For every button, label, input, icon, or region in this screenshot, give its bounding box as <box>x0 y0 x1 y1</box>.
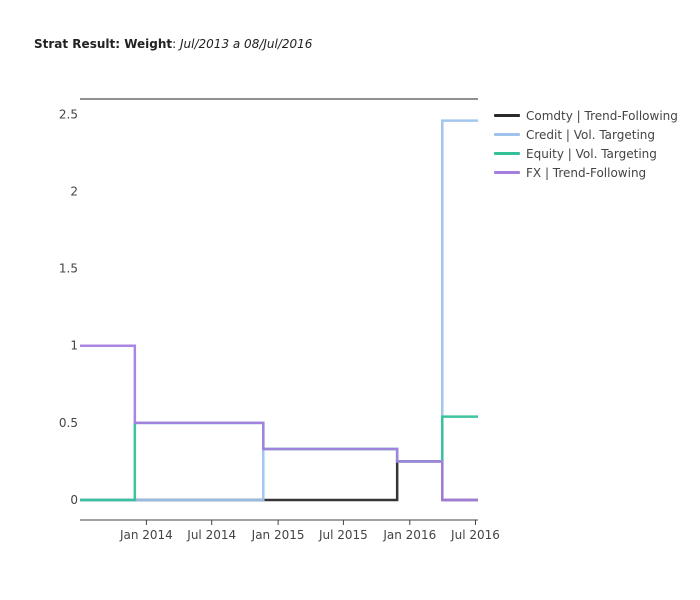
y-tick-label-1: 1 <box>70 339 78 353</box>
chart-title: Strat Result: Weight: Jul/2013 a 08/Jul/… <box>34 37 312 51</box>
series-line-comdty-trend-following[interactable] <box>80 460 478 502</box>
legend-swatch-fx <box>494 171 520 174</box>
legend-swatch-credit <box>494 133 520 136</box>
x-tick-label-jul-2015: Jul 2015 <box>318 528 368 542</box>
x-tick-label-jan-2016: Jan 2016 <box>382 528 436 542</box>
legend-label-fx: FX | Trend-Following <box>526 165 647 180</box>
legend-item-comdty[interactable]: Comdty | Trend-Following <box>494 106 678 125</box>
y-tick-label-0-5: 0.5 <box>59 416 78 430</box>
x-tick-label-jul-2014: Jul 2014 <box>186 528 236 542</box>
legend-item-credit[interactable]: Credit | Vol. Targeting <box>494 125 678 144</box>
legend-label-comdty: Comdty | Trend-Following <box>526 108 678 123</box>
legend: Comdty | Trend-Following Credit | Vol. T… <box>494 106 678 182</box>
chart-title-bold: Strat Result: Weight <box>34 37 173 51</box>
chart-title-period: Jul/2013 a 08/Jul/2016 <box>180 37 313 51</box>
legend-swatch-comdty <box>494 114 520 117</box>
series-line-fx-trend-following[interactable] <box>80 344 478 502</box>
series-layer <box>80 119 478 502</box>
legend-label-credit: Credit | Vol. Targeting <box>526 127 656 142</box>
series-line-equity-vol-targeting[interactable] <box>80 415 478 502</box>
legend-item-equity[interactable]: Equity | Vol. Targeting <box>494 144 678 163</box>
y-axis-ticks: 0 0.5 1 1.5 2 2.5 <box>59 107 78 507</box>
series-line-credit-vol-targeting[interactable] <box>80 119 478 502</box>
x-tick-label-jul-2016: Jul 2016 <box>450 528 500 542</box>
y-tick-label-2-5: 2.5 <box>59 107 78 121</box>
legend-label-equity: Equity | Vol. Targeting <box>526 146 657 161</box>
y-tick-label-0: 0 <box>70 493 78 507</box>
x-tick-label-jan-2014: Jan 2014 <box>119 528 173 542</box>
x-axis-ticks: Jan 2014 Jul 2014 Jan 2015 Jul 2015 Jan 2016… <box>119 520 500 542</box>
legend-item-fx[interactable]: FX | Trend-Following <box>494 163 678 182</box>
y-tick-label-2: 2 <box>70 185 78 199</box>
legend-swatch-equity <box>494 152 520 155</box>
y-tick-label-1-5: 1.5 <box>59 262 78 276</box>
x-tick-label-jan-2015: Jan 2015 <box>251 528 305 542</box>
chart-title-colon: : <box>172 37 177 51</box>
